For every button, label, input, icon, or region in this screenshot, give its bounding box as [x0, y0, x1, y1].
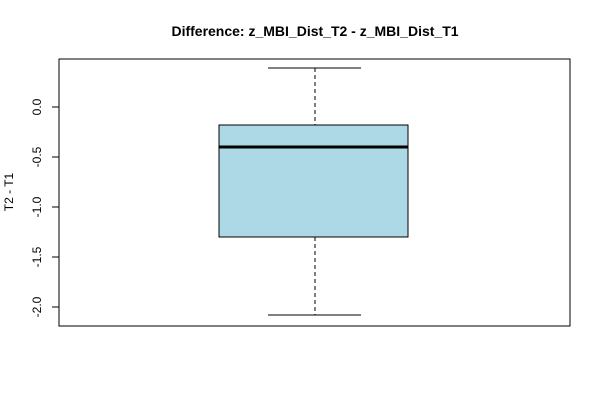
iqr-box — [218, 124, 409, 238]
box-layer — [218, 67, 409, 316]
y-tick-label: -1.5 — [30, 246, 44, 267]
y-tick-label: -2.0 — [30, 296, 44, 317]
y-tick-label: -0.5 — [30, 146, 44, 167]
y-tick-label: 0.0 — [30, 98, 44, 115]
y-tick-label: -1.0 — [30, 196, 44, 217]
chart-title: Difference: z_MBI_Dist_T2 - z_MBI_Dist_T… — [171, 23, 458, 39]
y-axis-label: T2 - T1 — [2, 172, 16, 211]
y-axis: 0.0 -0.5 -1.0 -1.5 -2.0 — [30, 98, 60, 317]
